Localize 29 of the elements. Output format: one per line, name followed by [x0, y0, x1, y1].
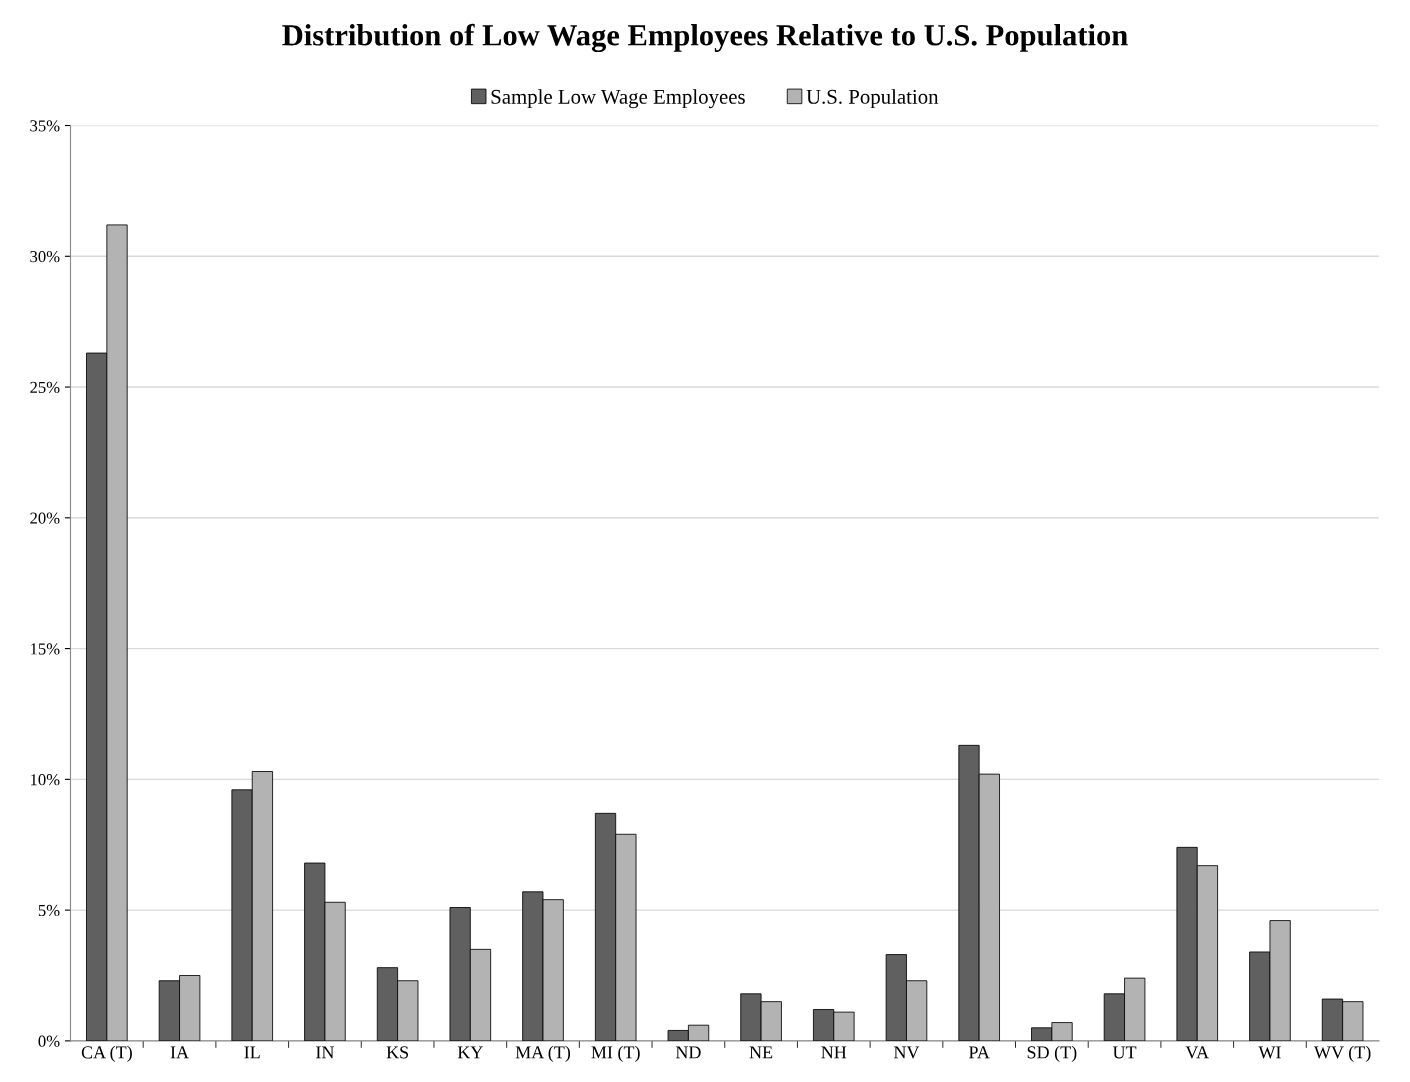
- legend-label: U.S. Population: [806, 89, 939, 109]
- legend-label: Sample Low Wage Employees: [491, 89, 745, 109]
- x-tick-label: IA: [170, 1046, 189, 1059]
- x-tick-label: MI (T): [591, 1045, 640, 1063]
- y-tick-label: 0%: [38, 1035, 60, 1047]
- x-tick-label: IL: [244, 1046, 260, 1059]
- x-tick-label: IN: [316, 1046, 335, 1059]
- y-tick-label: 5%: [38, 904, 60, 917]
- x-tick-label: KS: [386, 1046, 409, 1059]
- x-tick-label: NE: [749, 1046, 773, 1059]
- x-tick-label: NV: [893, 1046, 920, 1059]
- x-tick-label: MA (T): [515, 1045, 571, 1063]
- x-tick-label: WI: [1258, 1046, 1281, 1059]
- y-tick-label: 10%: [31, 774, 60, 786]
- x-tick-label: KY: [457, 1046, 483, 1059]
- x-tick-label: SD (T): [1027, 1045, 1077, 1063]
- y-tick-label: 30%: [30, 250, 60, 263]
- x-tick-label: WV (T): [1313, 1045, 1371, 1063]
- y-tick-label: 15%: [31, 643, 60, 655]
- x-tick-label: UT: [1112, 1046, 1137, 1059]
- x-tick-label: PA: [968, 1046, 990, 1059]
- chart-title: Distribution of Low Wage Employees Relative to U.S. Population: [282, 23, 1128, 53]
- x-tick-label: NH: [821, 1046, 847, 1059]
- y-tick-label: 25%: [30, 381, 60, 394]
- x-tick-label: ND: [675, 1046, 701, 1059]
- y-tick-label: 20%: [30, 512, 60, 524]
- x-tick-label: VA: [1185, 1046, 1209, 1059]
- x-tick-label: CA (T): [81, 1045, 132, 1063]
- y-tick-label: 35%: [30, 120, 60, 132]
